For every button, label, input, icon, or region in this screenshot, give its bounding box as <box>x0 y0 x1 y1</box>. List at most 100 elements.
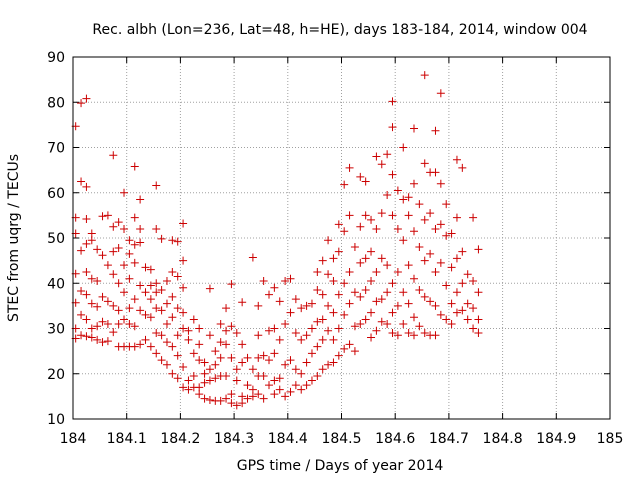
data-point-marker <box>136 306 145 315</box>
data-point-marker <box>114 243 123 252</box>
data-point-marker <box>452 155 461 164</box>
chart-title: Rec. albh (Lon=236, Lat=48, h=HE), days … <box>92 22 587 38</box>
data-point-marker <box>345 267 354 276</box>
data-point-marker <box>447 299 456 308</box>
data-point-marker <box>136 281 145 290</box>
data-point-marker <box>136 238 145 247</box>
data-point-marker <box>436 179 445 188</box>
data-point-marker <box>189 315 198 324</box>
data-point-marker <box>195 356 204 365</box>
data-point-marker <box>157 286 166 295</box>
data-point-marker <box>103 297 112 306</box>
data-point-marker <box>103 261 112 270</box>
data-point-marker <box>125 319 134 328</box>
data-point-marker <box>415 286 424 295</box>
data-point-marker <box>98 338 107 347</box>
data-point-marker <box>82 267 91 276</box>
data-point-marker <box>404 299 413 308</box>
data-point-marker <box>442 315 451 324</box>
data-point-marker <box>195 383 204 392</box>
data-point-marker <box>120 288 129 297</box>
data-point-marker <box>291 365 300 374</box>
data-point-marker <box>82 332 91 341</box>
data-point-marker <box>270 349 279 358</box>
data-point-marker <box>179 383 188 392</box>
data-point-marker <box>216 338 225 347</box>
data-point-marker <box>388 308 397 317</box>
data-point-marker <box>409 274 418 283</box>
data-point-marker <box>458 163 467 172</box>
data-point-marker <box>77 310 86 319</box>
data-point-marker <box>367 333 376 342</box>
data-point-marker <box>340 227 349 236</box>
x-tick-label: 184.9 <box>536 431 576 447</box>
data-point-marker <box>82 214 91 223</box>
data-point-marker <box>367 276 376 285</box>
data-point-marker <box>87 299 96 308</box>
data-point-marker <box>259 351 268 360</box>
data-point-marker <box>87 236 96 245</box>
data-point-marker <box>179 308 188 317</box>
data-point-marker <box>442 200 451 209</box>
data-point-marker <box>361 315 370 324</box>
data-point-marker <box>200 358 209 367</box>
data-point-marker <box>436 220 445 229</box>
data-point-marker <box>141 288 150 297</box>
data-point-marker <box>114 218 123 227</box>
data-point-marker <box>98 292 107 301</box>
data-point-marker <box>248 392 257 401</box>
data-point-marker <box>195 390 204 399</box>
data-point-marker <box>179 256 188 265</box>
data-point-marker <box>130 240 139 249</box>
data-point-marker <box>409 227 418 236</box>
data-point-marker <box>152 349 161 358</box>
data-point-marker <box>463 315 472 324</box>
y-tick-label: 40 <box>47 276 65 292</box>
data-point-marker <box>93 302 102 311</box>
data-point-marker <box>77 99 86 108</box>
data-point-marker <box>184 335 193 344</box>
data-point-marker <box>179 283 188 292</box>
data-point-marker <box>87 274 96 283</box>
data-point-marker <box>243 381 252 390</box>
data-point-marker <box>259 372 268 381</box>
data-point-marker <box>152 181 161 190</box>
data-point-marker <box>232 365 241 374</box>
data-point-marker <box>377 317 386 326</box>
data-point-marker <box>205 365 214 374</box>
x-axis-label: GPS time / Days of year 2014 <box>237 458 444 474</box>
data-point-marker <box>329 358 338 367</box>
data-point-marker <box>120 188 129 197</box>
data-point-marker <box>146 342 155 351</box>
data-point-marker <box>436 89 445 98</box>
data-point-marker <box>136 195 145 204</box>
data-point-marker <box>404 193 413 202</box>
data-point-marker <box>318 365 327 374</box>
data-point-marker <box>146 281 155 290</box>
data-point-marker <box>205 376 214 385</box>
data-point-marker <box>420 159 429 168</box>
data-point-marker <box>383 150 392 159</box>
axis-ticks: 184 184.1 184.2 184.3 184.4 184.5 184.6 184.7 18… <box>47 50 623 447</box>
data-point-marker <box>367 215 376 224</box>
data-point-marker <box>469 213 478 222</box>
data-point-marker <box>356 222 365 231</box>
data-point-marker <box>415 243 424 252</box>
data-point-marker <box>238 340 247 349</box>
data-point-marker <box>211 374 220 383</box>
data-point-marker <box>77 246 86 255</box>
data-point-marker <box>307 299 316 308</box>
data-point-marker <box>286 356 295 365</box>
data-point-marker <box>109 151 118 160</box>
data-point-marker <box>426 209 435 218</box>
data-point-marker <box>162 360 171 369</box>
y-axis-label: STEC from uqrg / TECUs <box>6 154 22 322</box>
data-point-marker <box>372 152 381 161</box>
data-point-marker <box>130 342 139 351</box>
x-tick-label: 184.5 <box>321 431 361 447</box>
data-point-marker <box>146 295 155 304</box>
x-tick-label: 184.4 <box>268 431 308 447</box>
data-point-marker <box>469 276 478 285</box>
data-point-marker <box>275 335 284 344</box>
